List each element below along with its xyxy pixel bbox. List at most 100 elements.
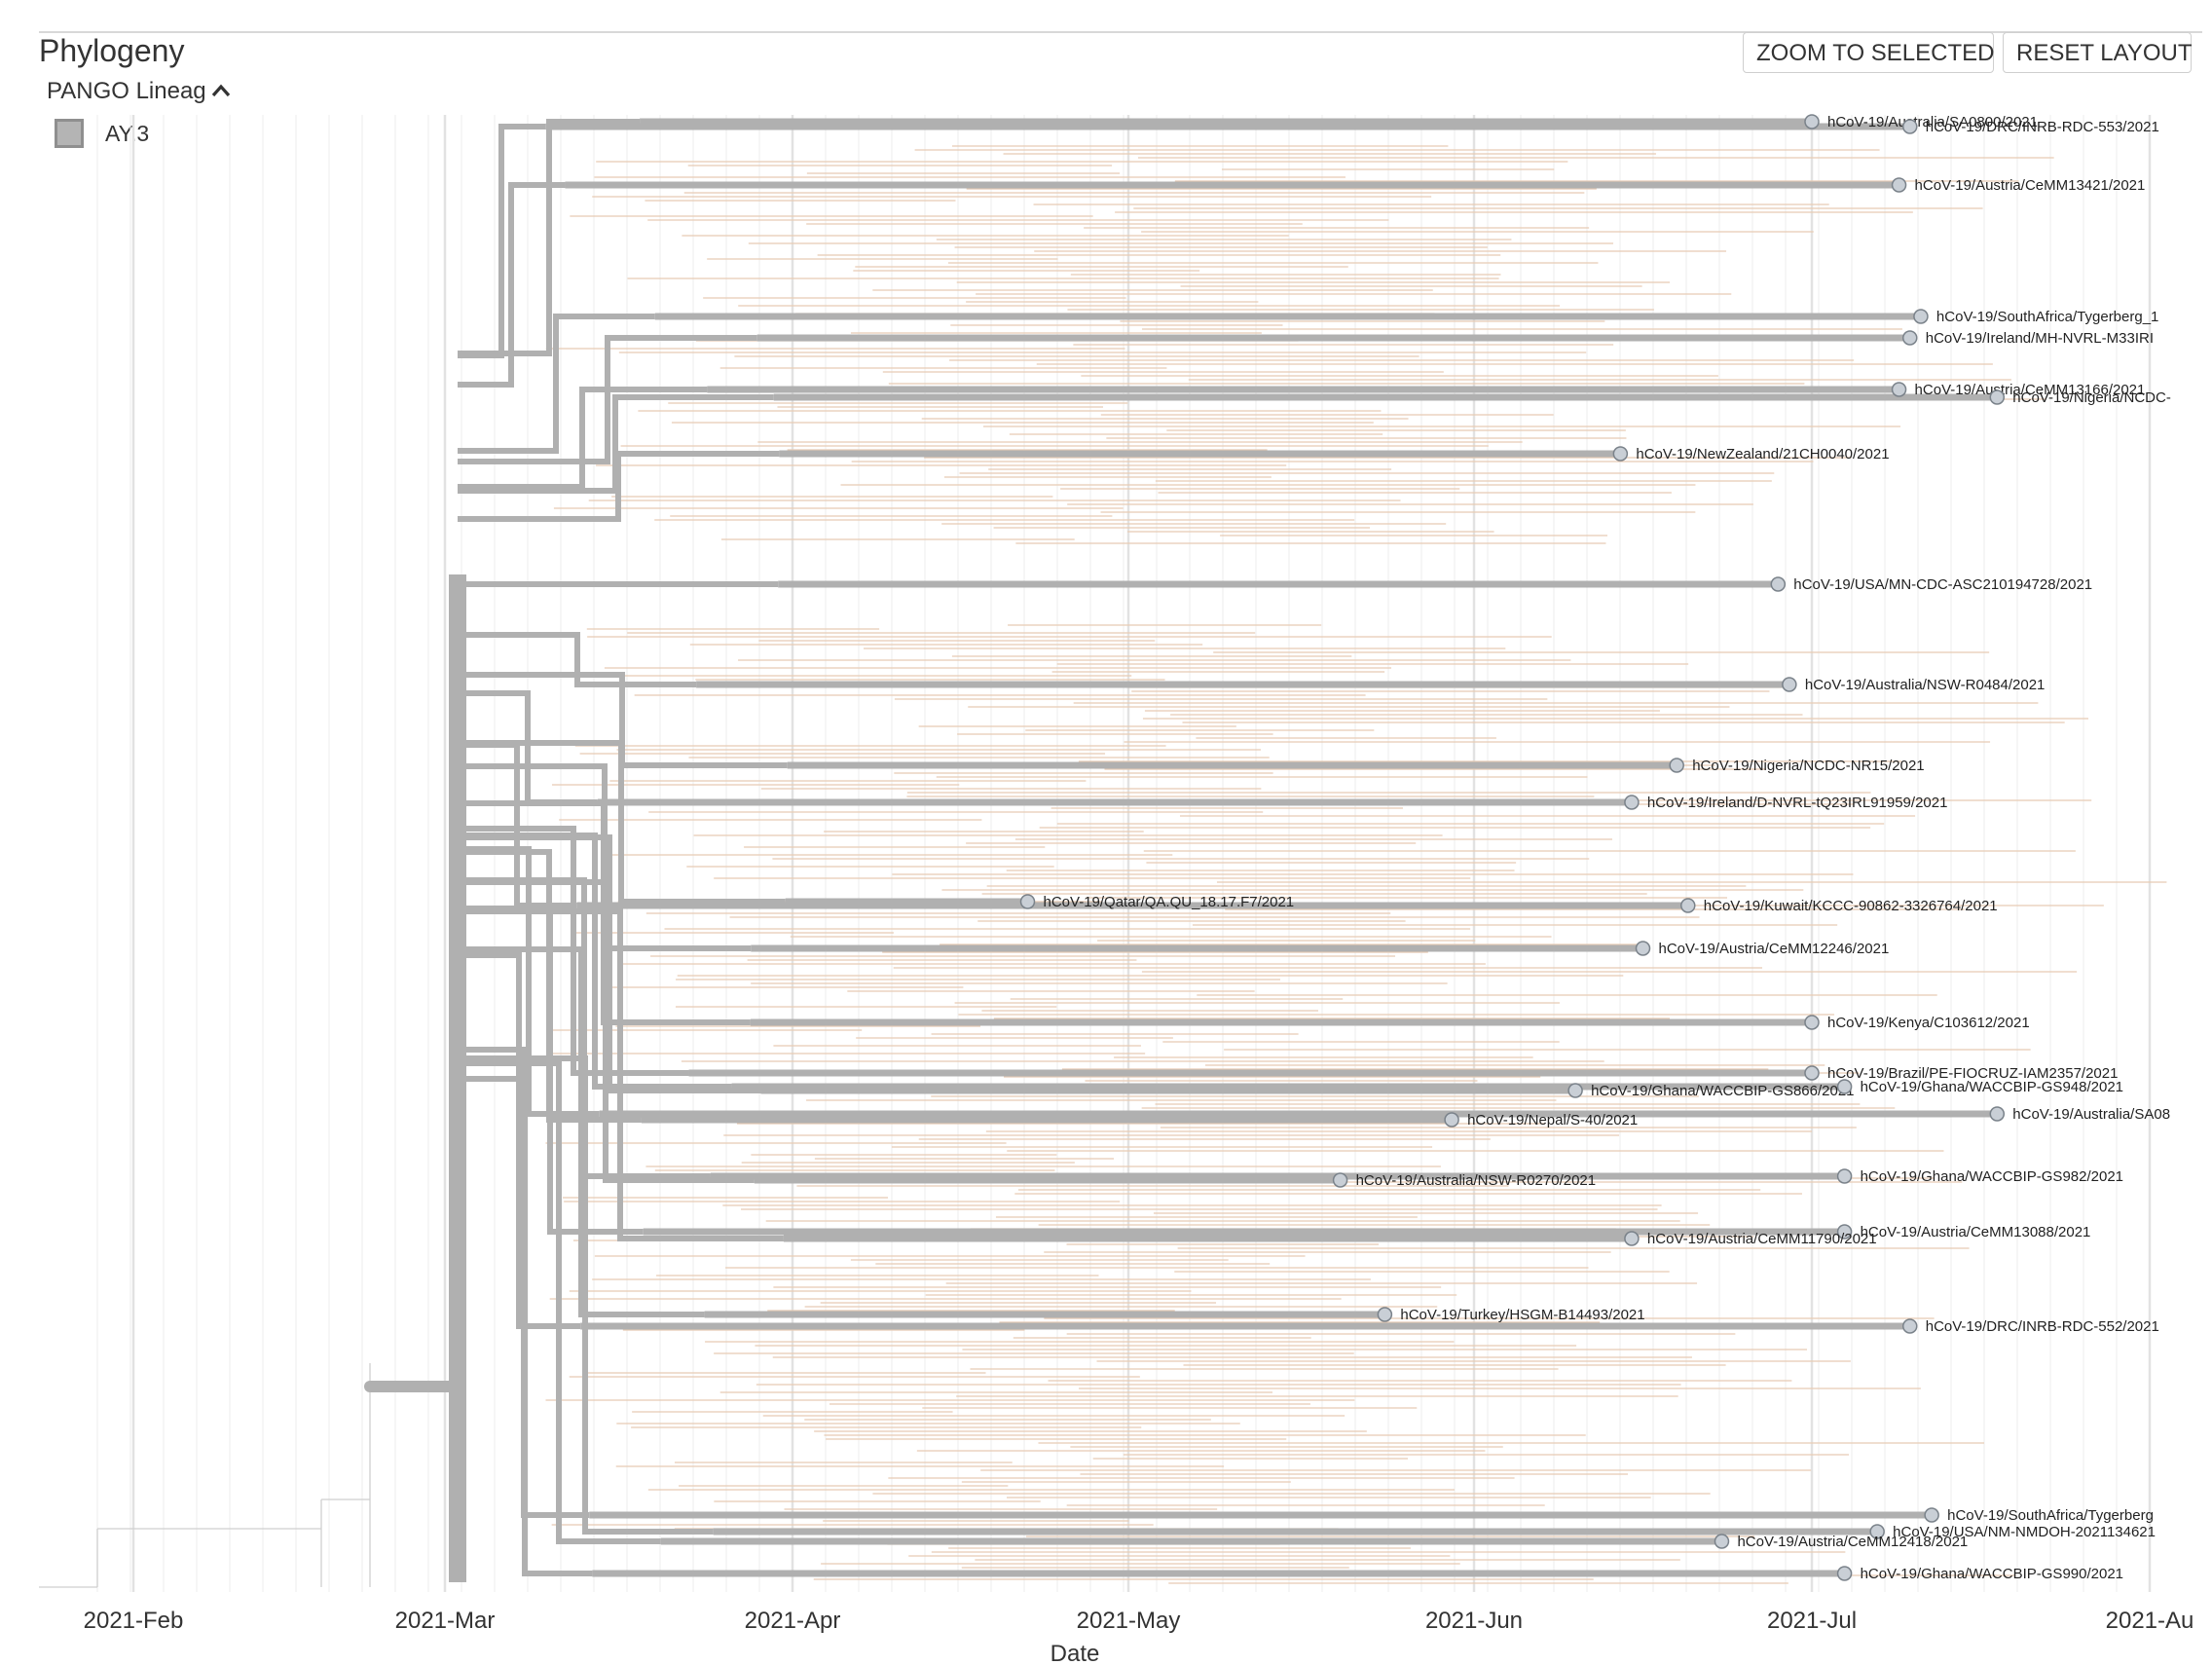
highlighted-branch: [458, 672, 788, 768]
highlighted-branch: [458, 946, 705, 1317]
panel-top-rule: [39, 31, 2202, 33]
highlighted-branch: [458, 451, 780, 522]
highlighted-branch: [458, 740, 786, 905]
tip-label: hCoV-19/Kenya/C103612/2021: [1827, 1015, 2030, 1031]
panel-title: Phylogeny: [39, 33, 185, 68]
tip-label: hCoV-19/Nigeria/NCDC-NR15/2021: [1692, 758, 1924, 774]
tip-node[interactable]: [1635, 941, 1651, 956]
tip-node[interactable]: [1989, 389, 2006, 405]
tip-node[interactable]: [1891, 382, 1907, 397]
tip-node[interactable]: [1770, 576, 1787, 592]
tip-label: hCoV-19/Australia/SA08: [2012, 1106, 2170, 1123]
chevron-up-icon: [210, 79, 232, 104]
reset-layout-button[interactable]: RESET LAYOUT: [2003, 32, 2193, 73]
tip-label: hCoV-19/Ireland/D-NVRL-tQ23IRL91959/2021: [1647, 795, 1948, 811]
zoom-to-selected-button[interactable]: ZOOM TO SELECTED: [1743, 32, 1995, 73]
tip-node[interactable]: [1804, 114, 1820, 130]
highlighted-branch: [458, 335, 757, 464]
tip-node[interactable]: [1901, 119, 1918, 134]
tip-label: hCoV-19/Ghana/WACCBIP-GS982/2021: [1861, 1168, 2123, 1185]
tip-label: hCoV-19/Brazil/PE-FIOCRUZ-IAM2357/2021: [1827, 1065, 2118, 1082]
tip-node[interactable]: [1836, 1224, 1853, 1240]
tip-label: hCoV-19/Australia/NSW-R0484/2021: [1805, 677, 2046, 693]
tip-node[interactable]: [1989, 1106, 2006, 1122]
tip-node[interactable]: [1804, 1065, 1820, 1081]
tip-node[interactable]: [1680, 898, 1696, 913]
x-tick-label: 2021-Jul: [1767, 1608, 1857, 1634]
tip-label: hCoV-19/Austria/CeMM12418/2021: [1737, 1534, 1968, 1550]
tip-label: hCoV-19/DRC/INRB-RDC-553/2021: [1926, 119, 2159, 135]
tip-label: hCoV-19/Ireland/MH-NVRL-M33IRI: [1926, 330, 2154, 347]
tip-node[interactable]: [1901, 1318, 1918, 1334]
highlighted-branch: [458, 387, 708, 490]
tip-label: hCoV-19/Kuwait/KCCC-90862-3326764/2021: [1704, 898, 1998, 914]
highlighted-branches: [364, 118, 1998, 1582]
x-tick-label: 2021-Apr: [745, 1608, 841, 1634]
legend-swatch: [55, 119, 84, 148]
tip-node[interactable]: [1869, 1524, 1885, 1539]
legend-item[interactable]: AY.3: [55, 119, 149, 148]
tip-node[interactable]: [1624, 1231, 1640, 1246]
tip-node[interactable]: [1624, 795, 1640, 810]
x-axis-title: Date: [1051, 1641, 1100, 1665]
tip-node[interactable]: [1836, 1566, 1853, 1581]
x-tick-label: 2021-Feb: [84, 1608, 184, 1634]
tip-node[interactable]: [1804, 1015, 1820, 1030]
tip-node[interactable]: [1891, 177, 1907, 193]
tip-label: hCoV-19/USA/MN-CDC-ASC210194728/2021: [1793, 576, 2092, 593]
tip-label: hCoV-19/Nepal/S-40/2021: [1467, 1112, 1638, 1128]
tip-label: hCoV-19/DRC/INRB-RDC-552/2021: [1926, 1318, 2159, 1335]
tip-label: hCoV-19/Austria/CeMM13088/2021: [1861, 1224, 2091, 1240]
x-tick-label: 2021-Jun: [1425, 1608, 1523, 1634]
x-axis: 2021-Feb 2021-Mar 2021-Apr 2021-May 2021-Jun…: [84, 1608, 2194, 1634]
highlighted-branch: [458, 124, 546, 358]
tip-node[interactable]: [1836, 1079, 1853, 1094]
tip-label: hCoV-19/Qatar/QA.QU_18.17.F7/2021: [1044, 894, 1295, 910]
legend-title: PANGO Lineag: [47, 78, 206, 104]
legend-toggle[interactable]: PANGO Lineag: [47, 78, 232, 105]
tip-node[interactable]: [1444, 1112, 1459, 1128]
tip-node[interactable]: [1612, 446, 1629, 462]
tip-label: hCoV-19/Austria/CeMM13421/2021: [1915, 177, 2146, 194]
background-branches: [39, 145, 2167, 1588]
highlighted-branch: [458, 1060, 661, 1544]
legend-item-label: AY.3: [105, 120, 150, 146]
tip-label: hCoV-19/Nigeria/NCDC-: [2012, 389, 2171, 406]
highlighted-branch: [458, 394, 774, 494]
tip-node[interactable]: [1782, 677, 1797, 692]
tip-node[interactable]: [1836, 1168, 1853, 1184]
tip-label: hCoV-19/Australia/SA0800/2021: [1827, 114, 2038, 130]
highlighted-branch: [458, 952, 581, 1329]
highlighted-branch: [458, 1055, 714, 1535]
tip-label: hCoV-19/SouthAfrica/Tygerberg: [1947, 1507, 2154, 1524]
tip-label: hCoV-19/Australia/NSW-R0270/2021: [1356, 1172, 1597, 1189]
highlighted-branch: [458, 908, 784, 1241]
highlighted-branch: [458, 832, 732, 1090]
tip-label: hCoV-19/USA/NM-NMDOH-2021134621: [1893, 1524, 2156, 1540]
highlighted-branch: [458, 1076, 593, 1576]
highlighted-branch: [458, 879, 755, 1183]
tip-node[interactable]: [1377, 1307, 1393, 1322]
tip-node[interactable]: [1714, 1534, 1730, 1549]
tip-node[interactable]: [1567, 1083, 1583, 1098]
tip-label: hCoV-19/Ghana/WACCBIP-GS866/2021: [1591, 1083, 1854, 1099]
tip-label: hCoV-19/Austria/CeMM11790/2021: [1647, 1231, 1877, 1247]
tip-node[interactable]: [1901, 330, 1918, 346]
highlighted-branch: [458, 182, 566, 388]
tip-node[interactable]: [1669, 758, 1684, 773]
tip-label: hCoV-19/Austria/CeMM13166/2021: [1915, 382, 2146, 398]
tip-node[interactable]: [1019, 894, 1036, 909]
x-tick-label: 2021-Au: [2106, 1608, 2194, 1634]
tip-label: hCoV-19/SouthAfrica/Tygerberg_1: [1936, 309, 2158, 325]
tip-label: hCoV-19/NewZealand/21CH0040/2021: [1636, 446, 1889, 462]
tip-node[interactable]: [1924, 1507, 1939, 1523]
tip-node[interactable]: [1913, 309, 1929, 324]
highlighted-branch: [458, 314, 655, 454]
tip-label: hCoV-19/Ghana/WACCBIP-GS990/2021: [1861, 1566, 2123, 1582]
highlighted-branch: [458, 632, 697, 687]
tip-node[interactable]: [1332, 1172, 1348, 1188]
tip-label: hCoV-19/Turkey/HSGM-B14493/2021: [1400, 1307, 1644, 1323]
tip-nodes: hCoV-19/Australia/SA0800/2021hCoV-19/DRC…: [1019, 114, 2171, 1582]
tip-label: hCoV-19/Ghana/WACCBIP-GS948/2021: [1861, 1079, 2123, 1095]
